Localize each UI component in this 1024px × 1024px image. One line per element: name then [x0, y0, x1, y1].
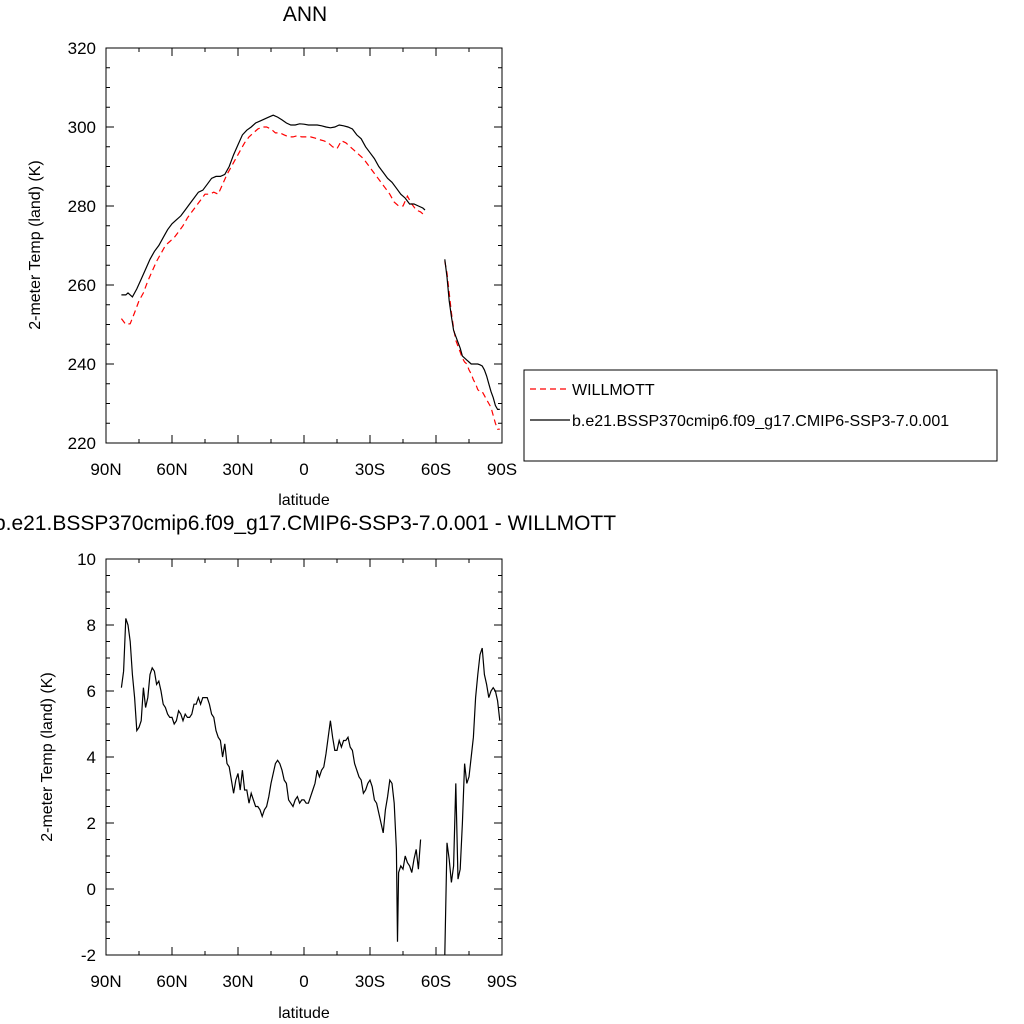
top-series-1-segment-0 [121, 114, 426, 298]
top-y-tick-label-4: 300 [68, 118, 96, 137]
top-title: ANN [283, 3, 327, 26]
bottom-series-0-segment-1 [444, 647, 501, 956]
top-x-tick-label-0: 90N [90, 460, 121, 479]
top-y-tick-labels: 220 240 260 280 300 320 [68, 39, 96, 453]
legend-label-willmott: WILLMOTT [572, 382, 655, 399]
bottom-x-tick-labels: 90N 60N 30N 0 30S 60S 90S [90, 972, 517, 991]
bottom-y-tick-label-5: 8 [87, 616, 96, 635]
bottom-y-tick-label-4: 6 [87, 682, 96, 701]
bottom-ticks [105, 558, 503, 956]
top-x-tick-label-2: 30N [222, 460, 253, 479]
top-x-tick-label-4: 30S [355, 460, 385, 479]
bottom-series-0-segment-0 [120, 618, 422, 942]
bottom-x-tick-label-4: 30S [355, 972, 385, 991]
top-series-0-segment-1 [444, 261, 500, 430]
top-x-tick-label-3: 0 [299, 460, 308, 479]
top-y-tick-label-1: 240 [68, 355, 96, 374]
top-series-1-segment-1 [444, 259, 500, 410]
bottom-y-tick-label-2: 2 [87, 814, 96, 833]
bottom-y-tick-label-6: 10 [77, 550, 96, 569]
bottom-y-axis-label: 2-meter Temp (land) (K) [39, 672, 56, 842]
legend-label-model: b.e21.BSSP370cmip6.f09_g17.CMIP6-SSP3-7.… [572, 413, 949, 430]
top-plot-frame [105, 47, 503, 444]
top-series-layer [120, 114, 500, 430]
legend: WILLMOTT b.e21.BSSP370cmip6.f09_g17.CMIP… [523, 369, 998, 462]
top-x-tick-label-1: 60N [156, 460, 187, 479]
bottom-x-tick-label-0: 90N [90, 972, 121, 991]
top-y-axis-label: 2-meter Temp (land) (K) [27, 160, 44, 330]
bottom-panel: b.e21.BSSP370cmip6.f09_g17.CMIP6-SSP3-7.… [0, 512, 616, 1022]
top-y-tick-label-2: 260 [68, 276, 96, 295]
bottom-y-tick-label-3: 4 [87, 748, 96, 767]
bottom-x-tick-label-2: 30N [222, 972, 253, 991]
bottom-y-tick-labels: -2 0 2 4 6 8 10 [77, 550, 96, 965]
top-y-tick-label-0: 220 [68, 434, 96, 453]
bottom-x-tick-label-1: 60N [156, 972, 187, 991]
top-y-tick-label-5: 320 [68, 39, 96, 58]
bottom-x-tick-label-5: 60S [421, 972, 451, 991]
top-y-tick-label-3: 280 [68, 197, 96, 216]
bottom-x-tick-label-3: 0 [299, 972, 308, 991]
bottom-y-tick-label-0: -2 [81, 946, 96, 965]
legend-box [523, 369, 998, 462]
bottom-series-layer [120, 618, 501, 956]
bottom-plot-frame [105, 558, 503, 956]
top-x-axis-label: latitude [278, 492, 330, 509]
top-x-tick-label-6: 90S [487, 460, 517, 479]
top-x-tick-label-5: 60S [421, 460, 451, 479]
bottom-x-tick-label-6: 90S [487, 972, 517, 991]
top-series-0-segment-0 [120, 126, 426, 326]
top-x-tick-labels: 90N 60N 30N 0 30S 60S 90S [90, 460, 517, 479]
bottom-y-tick-label-1: 0 [87, 880, 96, 899]
bottom-x-axis-label: latitude [278, 1005, 330, 1022]
bottom-title: b.e21.BSSP370cmip6.f09_g17.CMIP6-SSP3-7.… [0, 512, 616, 535]
top-ticks [105, 47, 503, 444]
